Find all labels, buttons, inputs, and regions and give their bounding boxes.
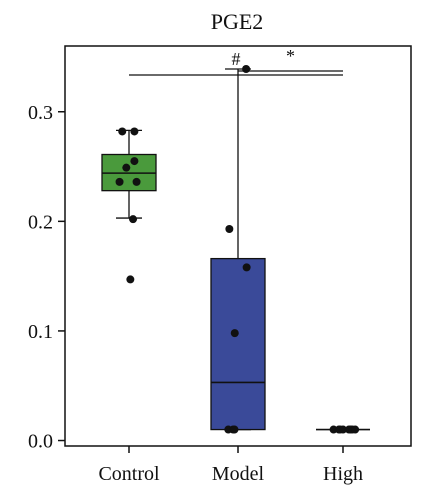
significance-label: # xyxy=(232,49,241,69)
y-tick-label: 0.0 xyxy=(28,431,53,453)
y-tick-label: 0.3 xyxy=(28,102,53,124)
data-point xyxy=(130,157,139,166)
box-group xyxy=(101,68,370,431)
significance-group: # * xyxy=(129,46,343,76)
box-model xyxy=(210,257,266,431)
data-point xyxy=(242,65,251,74)
data-point xyxy=(230,425,239,434)
data-point xyxy=(118,127,127,136)
x-tick-label: Model xyxy=(212,463,265,485)
x-axis: Control Model High xyxy=(98,446,363,485)
y-tick-label: 0.1 xyxy=(28,321,53,343)
data-point xyxy=(351,425,360,434)
data-point xyxy=(129,215,138,224)
data-point xyxy=(122,163,131,172)
chart-title: PGE2 xyxy=(211,9,264,34)
point-group xyxy=(115,65,360,434)
data-point xyxy=(132,177,141,186)
y-axis: 0.0 0.1 0.2 0.3 xyxy=(28,102,65,453)
data-point xyxy=(225,225,234,234)
x-tick-label: Control xyxy=(98,463,160,485)
data-point xyxy=(339,425,347,434)
data-point xyxy=(230,329,239,338)
significance-label: * xyxy=(286,46,295,66)
data-point xyxy=(242,263,251,272)
data-point xyxy=(115,177,124,186)
x-tick-label: High xyxy=(323,463,363,485)
y-tick-label: 0.2 xyxy=(28,211,53,233)
data-point xyxy=(126,275,135,284)
data-point xyxy=(130,127,139,136)
